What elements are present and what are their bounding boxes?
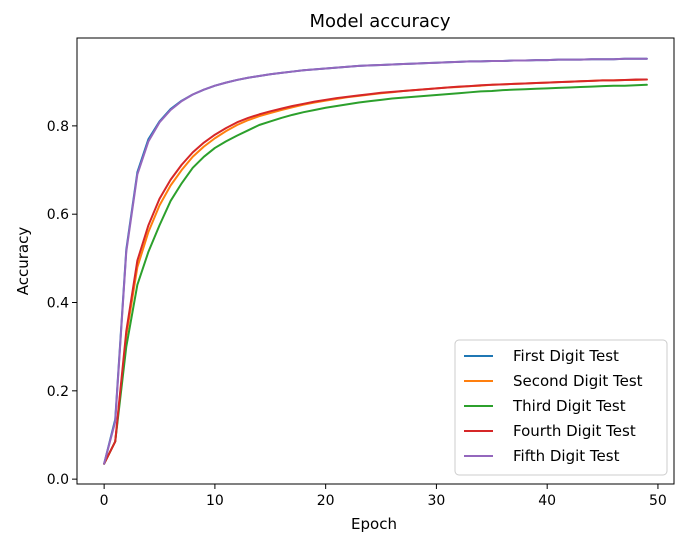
x-tick-label: 0 bbox=[100, 493, 109, 509]
y-tick-label: 0.2 bbox=[47, 384, 69, 400]
x-axis-label: Epoch bbox=[351, 515, 397, 533]
plot-area: 0 10 20 30 40 50 0.0 0.2 0.4 0.6 0.8 bbox=[47, 57, 667, 509]
x-tick-label: 20 bbox=[317, 493, 335, 509]
y-tick-label: 0.0 bbox=[47, 472, 69, 488]
y-tick-label: 0.6 bbox=[47, 207, 69, 223]
legend: First Digit Test Second Digit Test Third D… bbox=[454, 339, 668, 476]
legend-label: Fifth Digit Test bbox=[513, 447, 620, 465]
axes-frame bbox=[76, 37, 675, 485]
x-tick-label: 50 bbox=[649, 493, 667, 509]
x-tick-label: 30 bbox=[428, 493, 446, 509]
series-line-4 bbox=[103, 78, 648, 465]
y-tick-label: 0.4 bbox=[47, 296, 69, 312]
x-tick-label: 10 bbox=[206, 493, 224, 509]
series-line-3 bbox=[103, 83, 648, 465]
chart-title: Model accuracy bbox=[310, 11, 451, 32]
x-tick-label: 40 bbox=[538, 493, 556, 509]
legend-label: Fourth Digit Test bbox=[513, 422, 636, 440]
y-tick-label: 0.8 bbox=[47, 119, 69, 135]
legend-box bbox=[454, 339, 668, 476]
legend-label: Third Digit Test bbox=[512, 397, 626, 415]
series-line-5 bbox=[103, 57, 648, 465]
legend-label: First Digit Test bbox=[513, 347, 619, 365]
y-axis-label: Accuracy bbox=[14, 227, 32, 296]
legend-label: Second Digit Test bbox=[513, 372, 643, 390]
